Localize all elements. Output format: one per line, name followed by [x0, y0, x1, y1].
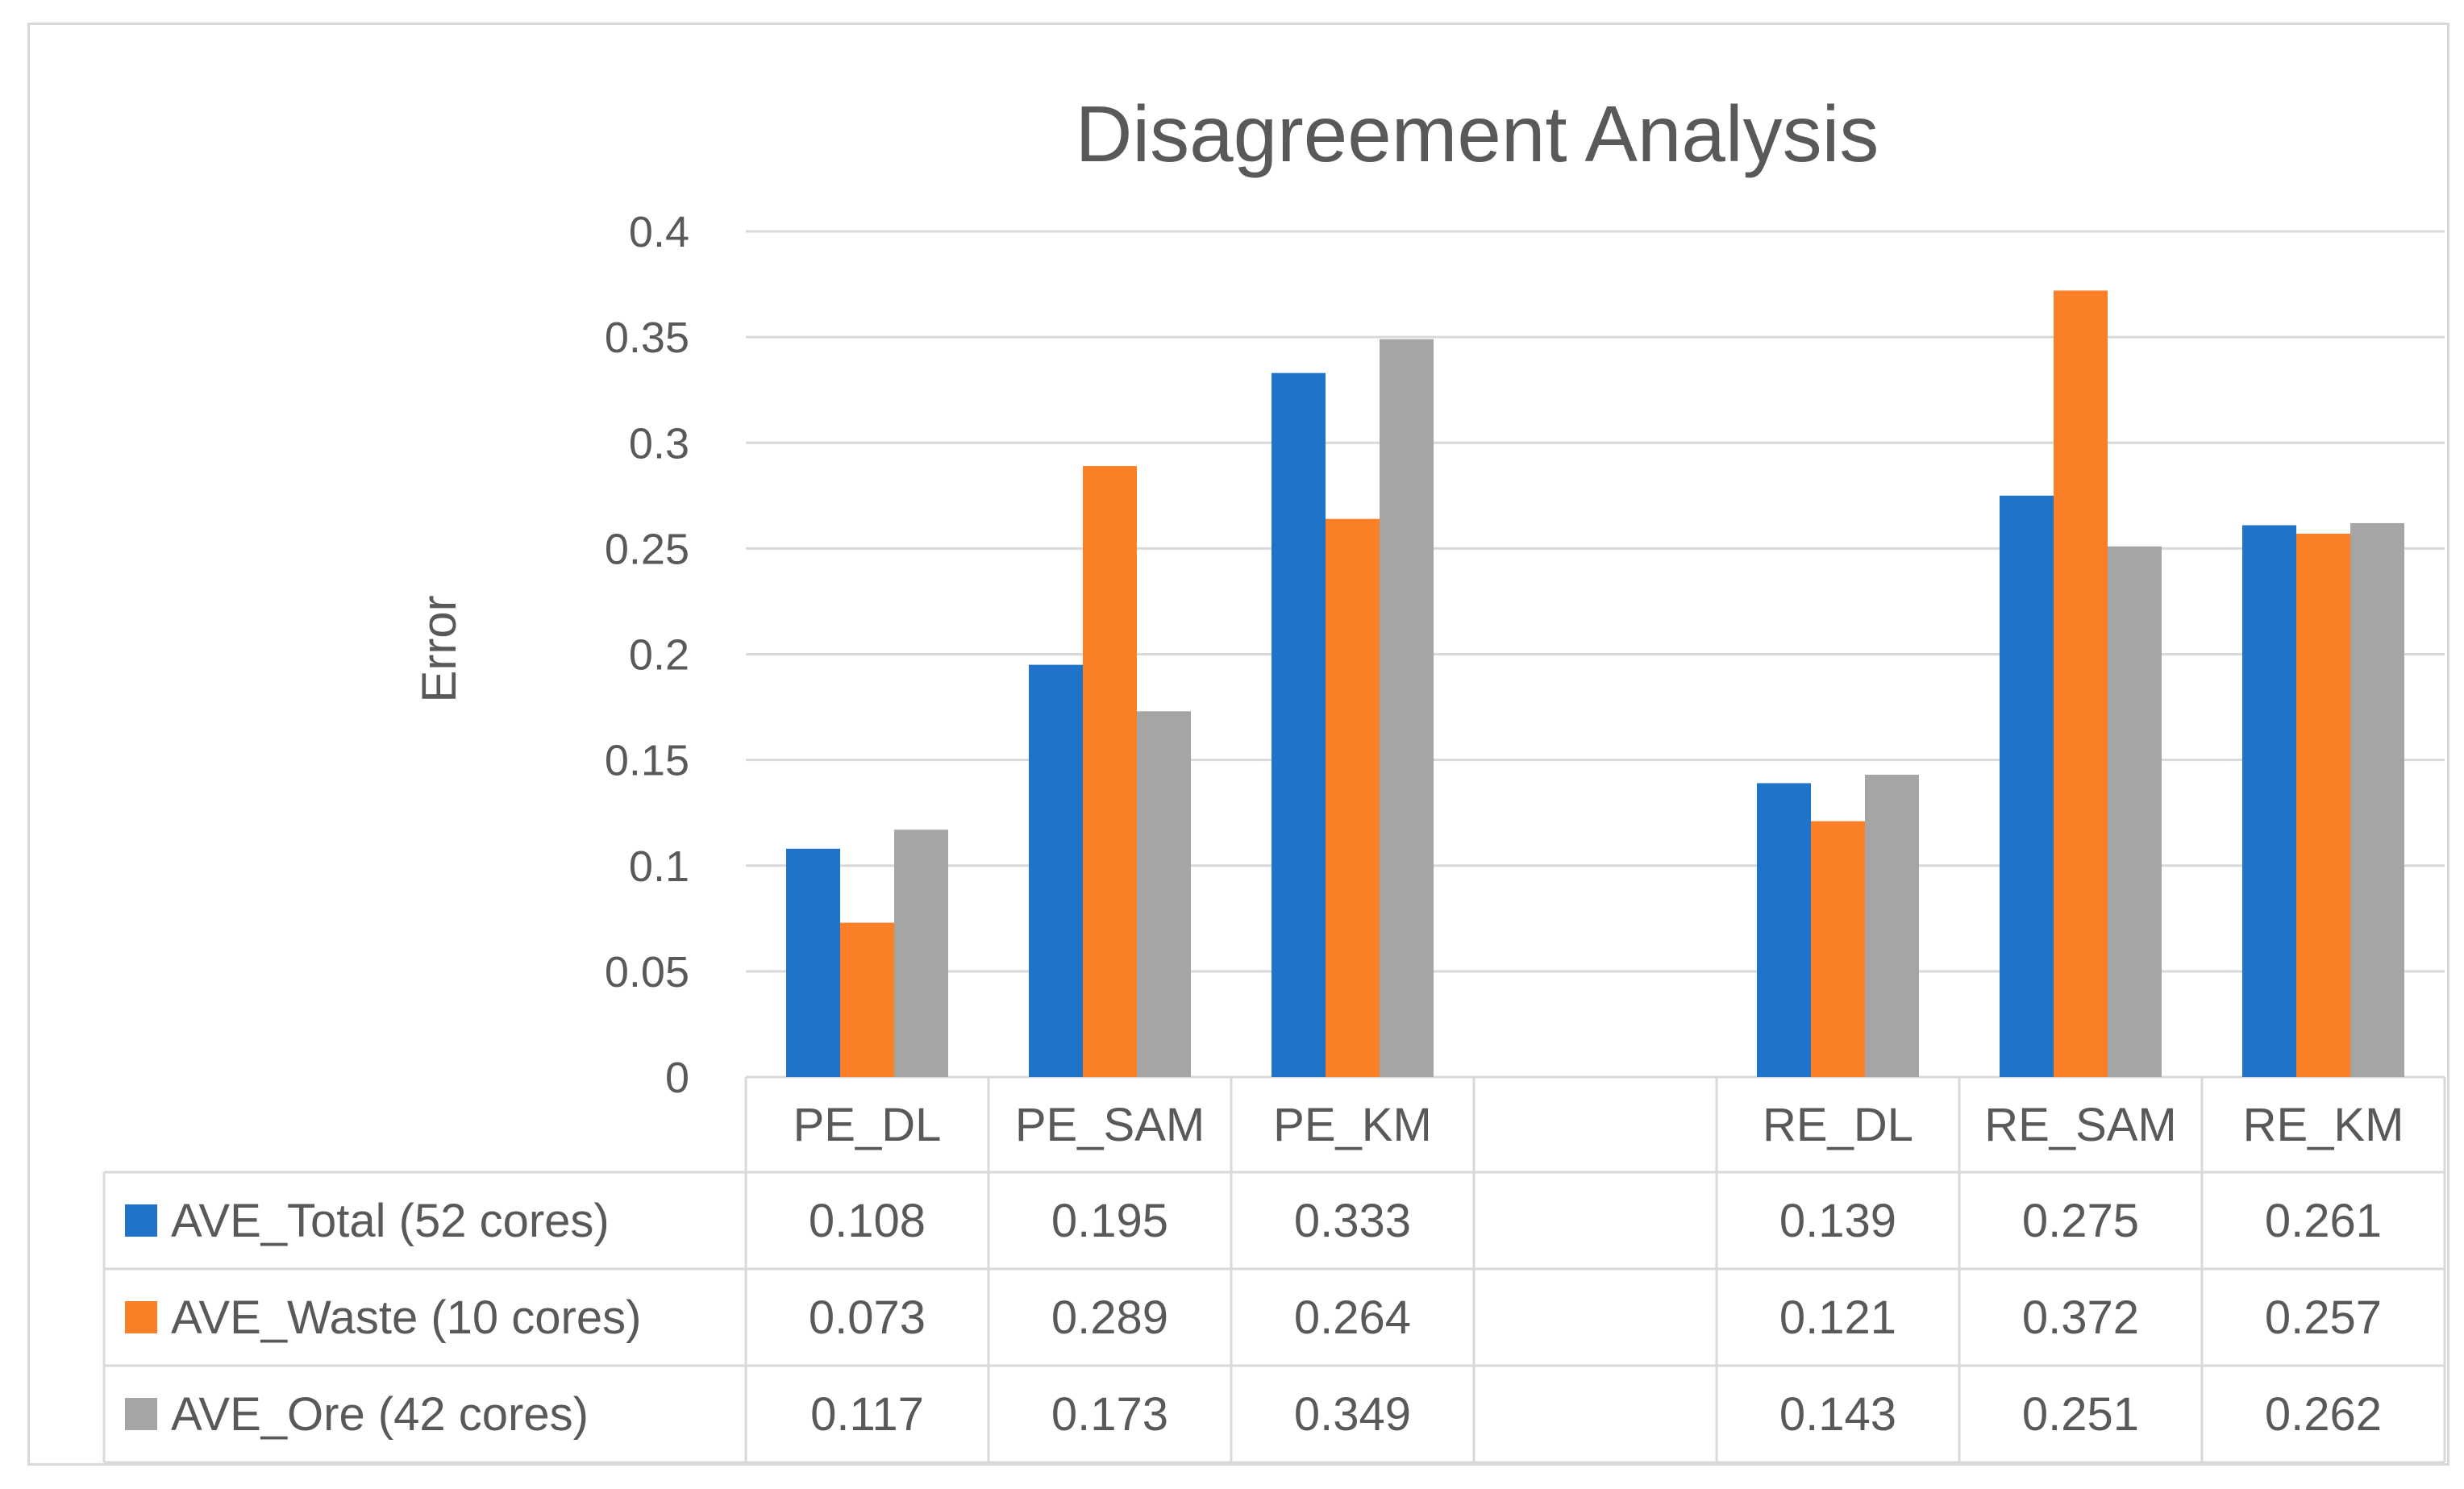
- legend-entry: AVE_Waste (10 cores): [171, 1291, 641, 1344]
- y-tick-label: 0.05: [605, 948, 689, 996]
- data-label: 0.139: [1779, 1195, 1896, 1247]
- legend-swatch: [125, 1301, 157, 1333]
- y-tick-label: 0.25: [605, 525, 689, 573]
- y-axis-label: Error: [412, 595, 466, 702]
- y-axis-ticks: 0 0.05 0.1 0.15 0.2 0.25 0.3 0.35 0.4: [605, 208, 689, 1102]
- bar: [2108, 546, 2162, 1077]
- data-label: 0.289: [1051, 1291, 1168, 1344]
- data-label: 0.195: [1051, 1195, 1168, 1247]
- data-label: 0.264: [1294, 1291, 1411, 1344]
- bar: [1272, 372, 1326, 1077]
- data-label: 0.143: [1779, 1388, 1896, 1441]
- bar: [1380, 339, 1434, 1077]
- y-tick-label: 0.1: [629, 842, 689, 891]
- bar: [894, 830, 948, 1077]
- data-label: 0.251: [2022, 1388, 2139, 1441]
- legend-swatch: [125, 1398, 157, 1430]
- data-label: 0.108: [809, 1195, 926, 1247]
- bar: [1757, 783, 1811, 1077]
- bar: [2000, 495, 2054, 1077]
- data-label: 0.173: [1051, 1388, 1168, 1441]
- category-label: PE_DL: [793, 1099, 942, 1151]
- data-label: 0.117: [810, 1388, 924, 1441]
- data-label: 0.333: [1294, 1195, 1411, 1247]
- bar: [2054, 290, 2108, 1077]
- data-table: PE_DL PE_SAM PE_KM RE_DL RE_SAM RE_KM AVE_Tota…: [102, 1077, 2446, 1464]
- y-tick-label: 0.15: [605, 737, 689, 785]
- bar: [2242, 525, 2296, 1077]
- data-label: 0.349: [1294, 1388, 1411, 1441]
- data-label: 0.372: [2022, 1291, 2139, 1344]
- category-label: RE_KM: [2243, 1099, 2404, 1151]
- bar: [1083, 466, 1137, 1077]
- bar: [1865, 774, 1919, 1077]
- category-label: RE_SAM: [1984, 1099, 2177, 1151]
- gridlines: [746, 230, 2445, 1079]
- data-label: 0.257: [2265, 1291, 2382, 1344]
- category-label: PE_KM: [1273, 1099, 1432, 1151]
- data-label: 0.262: [2265, 1388, 2382, 1441]
- y-tick-label: 0.4: [629, 208, 689, 256]
- y-tick-label: 0.35: [605, 314, 689, 362]
- bar: [1137, 711, 1191, 1077]
- data-label: 0.275: [2022, 1195, 2139, 1247]
- bar: [840, 922, 894, 1077]
- y-tick-label: 0.2: [629, 631, 689, 680]
- data-label: 0.261: [2265, 1195, 2382, 1247]
- category-label: RE_DL: [1763, 1099, 1913, 1151]
- bar: [2296, 534, 2350, 1077]
- category-label: PE_SAM: [1015, 1099, 1205, 1151]
- bar: [1326, 518, 1380, 1077]
- legend-swatch: [125, 1204, 157, 1237]
- data-label: 0.121: [1779, 1291, 1896, 1344]
- chart-title: Disagreement Analysis: [1076, 89, 1879, 178]
- bar: [1811, 821, 1865, 1077]
- legend-entry: AVE_Ore (42 cores): [171, 1388, 589, 1441]
- y-tick-label: 0.3: [629, 419, 689, 468]
- y-tick-label: 0: [665, 1054, 689, 1102]
- bar: [2350, 522, 2404, 1077]
- data-label: 0.073: [809, 1291, 926, 1344]
- bar: [1029, 664, 1083, 1077]
- bars: [786, 290, 2404, 1077]
- bar: [786, 848, 840, 1077]
- legend-entry: AVE_Total (52 cores): [171, 1195, 610, 1247]
